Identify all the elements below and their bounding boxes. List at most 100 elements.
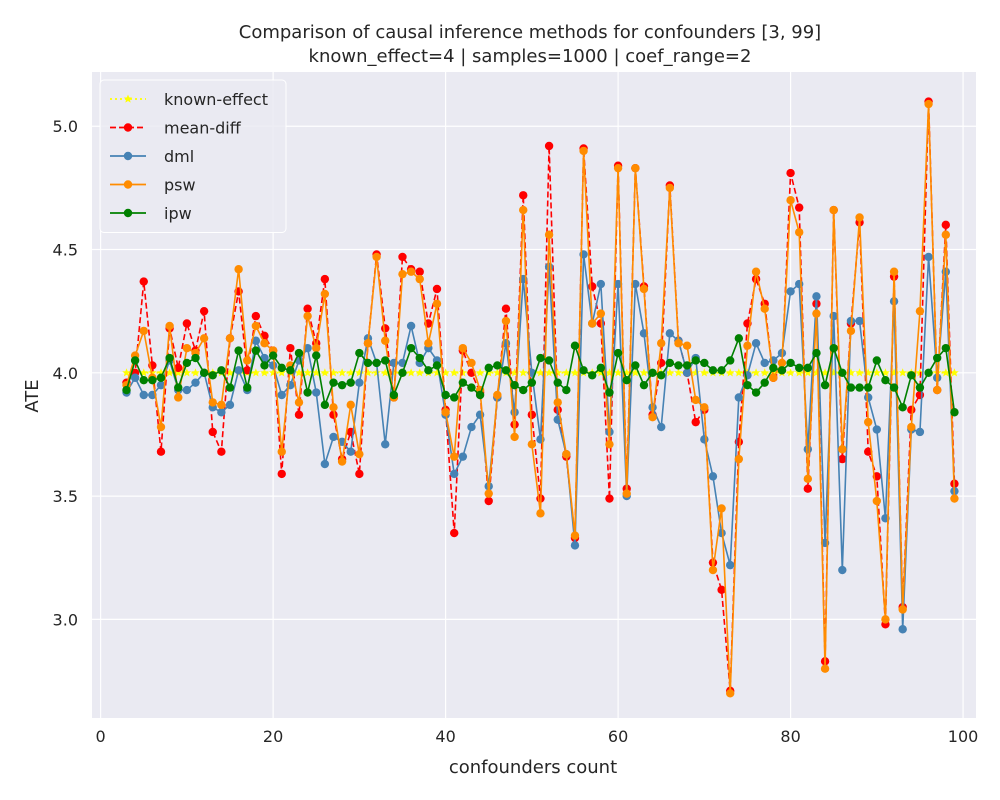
data-point bbox=[665, 329, 675, 338]
data-point bbox=[174, 393, 183, 402]
data-point bbox=[217, 400, 226, 410]
data-point bbox=[725, 368, 735, 377]
data-point bbox=[225, 400, 235, 410]
data-point bbox=[889, 383, 899, 392]
data-point bbox=[389, 390, 399, 400]
data-point bbox=[406, 267, 416, 276]
data-point bbox=[596, 363, 606, 373]
data-point bbox=[631, 279, 640, 289]
data-point bbox=[441, 390, 450, 400]
x-tick-label: 60 bbox=[608, 727, 628, 746]
data-point bbox=[881, 615, 890, 624]
data-point bbox=[786, 168, 795, 178]
data-point bbox=[320, 459, 330, 469]
data-point bbox=[562, 368, 571, 377]
data-point bbox=[700, 358, 709, 368]
data-point bbox=[475, 368, 485, 377]
data-point bbox=[803, 445, 813, 454]
data-point bbox=[769, 373, 778, 382]
data-point bbox=[234, 265, 243, 274]
data-point bbox=[182, 385, 192, 395]
data-point bbox=[691, 395, 700, 405]
data-point bbox=[717, 504, 726, 513]
data-point bbox=[613, 163, 623, 173]
data-point bbox=[795, 363, 804, 373]
legend-label: dml bbox=[164, 147, 194, 166]
data-point bbox=[734, 393, 744, 402]
data-point bbox=[225, 383, 235, 392]
data-point bbox=[743, 380, 752, 390]
data-point bbox=[648, 412, 657, 422]
legend-marker bbox=[123, 151, 133, 161]
data-point bbox=[674, 368, 683, 377]
data-point bbox=[907, 371, 916, 380]
data-point bbox=[622, 376, 631, 385]
data-point bbox=[812, 348, 821, 358]
data-point bbox=[303, 343, 312, 353]
legend-marker bbox=[123, 208, 133, 218]
data-point bbox=[381, 440, 390, 449]
data-point bbox=[122, 368, 131, 377]
data-point bbox=[484, 496, 493, 506]
data-point bbox=[432, 361, 442, 370]
data-point bbox=[544, 368, 554, 377]
data-point bbox=[208, 398, 217, 407]
data-point bbox=[199, 334, 209, 343]
data-point bbox=[312, 388, 321, 397]
data-point bbox=[450, 452, 459, 461]
data-point bbox=[148, 376, 157, 385]
data-point bbox=[130, 373, 140, 382]
data-point bbox=[613, 348, 623, 358]
data-point bbox=[139, 390, 148, 400]
data-point bbox=[234, 366, 243, 375]
data-point bbox=[734, 334, 744, 343]
legend-item-ipw: ipw bbox=[110, 204, 192, 223]
data-point bbox=[424, 366, 433, 375]
data-point bbox=[872, 356, 882, 365]
data-point bbox=[363, 339, 373, 348]
data-point bbox=[605, 388, 614, 397]
data-point bbox=[286, 343, 295, 353]
data-point bbox=[682, 361, 692, 370]
data-point bbox=[803, 484, 813, 493]
data-point bbox=[139, 277, 148, 286]
data-point bbox=[165, 321, 174, 331]
legend-marker bbox=[123, 180, 133, 189]
data-point bbox=[544, 262, 554, 271]
data-point bbox=[700, 403, 709, 412]
legend-item-mean-diff: mean-diff bbox=[110, 119, 242, 138]
data-point bbox=[734, 454, 744, 464]
data-point bbox=[760, 358, 769, 368]
data-point bbox=[217, 447, 226, 456]
data-point bbox=[320, 274, 330, 284]
data-point bbox=[415, 353, 424, 363]
data-point bbox=[795, 203, 804, 212]
data-point bbox=[191, 368, 200, 377]
data-point bbox=[657, 371, 666, 380]
data-point bbox=[717, 366, 726, 375]
data-point bbox=[251, 321, 261, 331]
data-point bbox=[898, 403, 907, 412]
data-point bbox=[864, 393, 873, 402]
data-point bbox=[355, 378, 364, 387]
data-point bbox=[182, 319, 192, 328]
data-point bbox=[536, 353, 545, 363]
data-point bbox=[372, 358, 381, 368]
data-point bbox=[243, 366, 252, 375]
data-point bbox=[381, 324, 390, 333]
data-point bbox=[924, 252, 933, 262]
data-point bbox=[415, 267, 424, 276]
data-point bbox=[700, 435, 709, 444]
data-point bbox=[199, 368, 209, 378]
data-point bbox=[812, 292, 821, 301]
data-point bbox=[277, 363, 286, 373]
data-point bbox=[277, 390, 286, 400]
y-tick-label: 4.0 bbox=[53, 364, 78, 383]
y-tick-label: 4.5 bbox=[53, 241, 78, 260]
data-point bbox=[665, 183, 675, 193]
data-point bbox=[337, 457, 347, 466]
data-point bbox=[760, 378, 769, 387]
data-point bbox=[424, 339, 433, 348]
data-point bbox=[846, 326, 856, 336]
